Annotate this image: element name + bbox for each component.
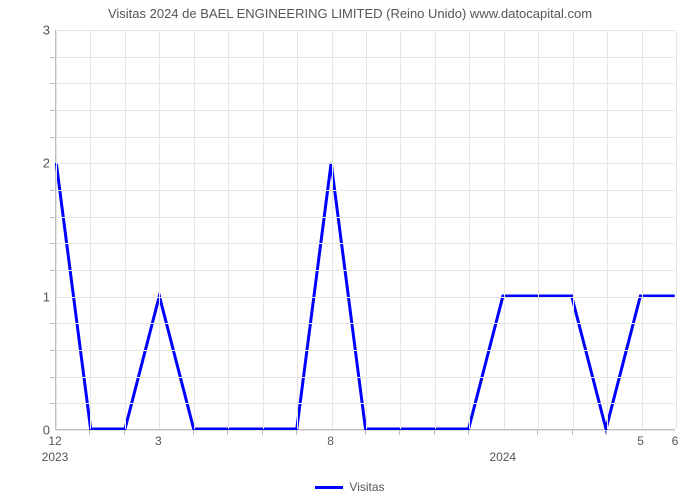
gridline-v [607,30,608,429]
gridline-v [366,30,367,429]
y-tick-label: 2 [10,156,50,171]
y-minor-tick [50,270,55,271]
gridline-v [504,30,505,429]
x-tick-label: 8 [327,434,334,448]
gridline-v [642,30,643,429]
x-tick-label: 6 [672,434,679,448]
line-chart: Visitas 2024 de BAEL ENGINEERING LIMITED… [0,0,700,500]
y-minor-tick [50,57,55,58]
gridline-v [297,30,298,429]
gridline-v [400,30,401,429]
legend-swatch [315,486,343,489]
x-tick-label: 5 [637,434,644,448]
gridline-v [538,30,539,429]
x-minor-tick [227,430,228,435]
x-tick-label: 3 [155,434,162,448]
gridline-h [56,137,675,138]
gridline-v [90,30,91,429]
gridline-v [263,30,264,429]
x-minor-tick [434,430,435,435]
y-minor-tick [50,83,55,84]
gridline-h [56,243,675,244]
x-minor-tick [399,430,400,435]
x-minor-tick [572,430,573,435]
x-tick-year: 2023 [42,450,69,464]
x-minor-tick [606,430,607,435]
gridline-v [469,30,470,429]
gridline-h [56,377,675,378]
gridline-v [435,30,436,429]
x-minor-tick [296,430,297,435]
plot-area [55,30,675,430]
x-minor-tick [193,430,194,435]
y-minor-tick [50,323,55,324]
y-minor-tick [50,377,55,378]
gridline-h [56,190,675,191]
gridline-h [56,83,675,84]
y-tick-label: 0 [10,423,50,438]
y-minor-tick [50,137,55,138]
gridline-h [56,163,675,164]
gridline-v [56,30,57,429]
gridline-h [56,57,675,58]
gridline-h [56,403,675,404]
x-tick-label: 12 [48,434,61,448]
gridline-v [194,30,195,429]
gridline-h [56,270,675,271]
gridline-v [573,30,574,429]
gridline-v [676,30,677,429]
x-minor-tick [537,430,538,435]
x-minor-tick [468,430,469,435]
legend: Visitas [0,480,700,494]
y-tick-label: 3 [10,23,50,38]
y-minor-tick [50,350,55,351]
x-minor-tick [262,430,263,435]
y-minor-tick [50,110,55,111]
gridline-h [56,323,675,324]
gridline-h [56,30,675,31]
gridline-h [56,297,675,298]
x-tick-year: 2024 [489,450,516,464]
y-minor-tick [50,217,55,218]
gridline-h [56,110,675,111]
gridline-h [56,217,675,218]
chart-title: Visitas 2024 de BAEL ENGINEERING LIMITED… [0,6,700,21]
y-tick-label: 1 [10,289,50,304]
gridline-v [159,30,160,429]
x-minor-tick [89,430,90,435]
gridline-v [125,30,126,429]
gridline-v [228,30,229,429]
gridline-v [332,30,333,429]
y-minor-tick [50,190,55,191]
legend-label: Visitas [349,480,384,494]
x-minor-tick [124,430,125,435]
y-minor-tick [50,403,55,404]
gridline-h [56,350,675,351]
x-minor-tick [365,430,366,435]
y-minor-tick [50,243,55,244]
